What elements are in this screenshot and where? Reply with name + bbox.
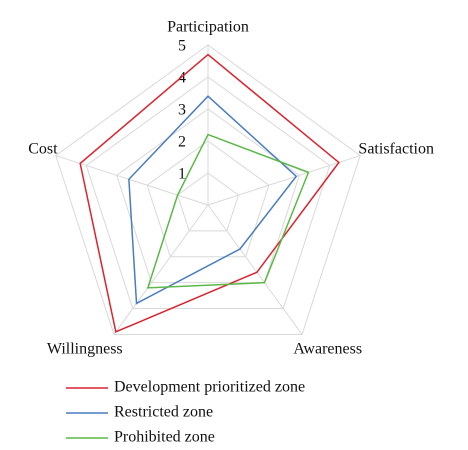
- legend-label: Prohibited zone: [114, 429, 215, 446]
- legend-label: Restricted zone: [114, 404, 213, 421]
- grid-ring: [146, 140, 270, 258]
- spoke: [207, 204, 303, 335]
- series-line: [128, 95, 298, 305]
- axis-label: Cost: [28, 140, 58, 157]
- series-line: [146, 133, 310, 289]
- tick-label: 2: [178, 134, 186, 151]
- tick-label: 3: [178, 102, 186, 119]
- tick-label: 4: [178, 70, 186, 87]
- grid-ring: [176, 172, 240, 232]
- grid-ring: [55, 44, 361, 335]
- spoke: [113, 204, 209, 335]
- tick-label: 1: [178, 166, 186, 183]
- grid-ring: [85, 76, 331, 310]
- axis-label: Willingness: [47, 341, 123, 358]
- axis-label: Participation: [167, 18, 249, 35]
- spoke: [55, 155, 209, 206]
- series-line: [79, 53, 340, 333]
- legend-label: Development prioritized zone: [114, 379, 305, 396]
- tick-label: 5: [178, 38, 186, 55]
- axis-label: Awareness: [293, 341, 362, 358]
- axis-label: Satisfaction: [358, 140, 434, 157]
- spoke: [207, 155, 361, 206]
